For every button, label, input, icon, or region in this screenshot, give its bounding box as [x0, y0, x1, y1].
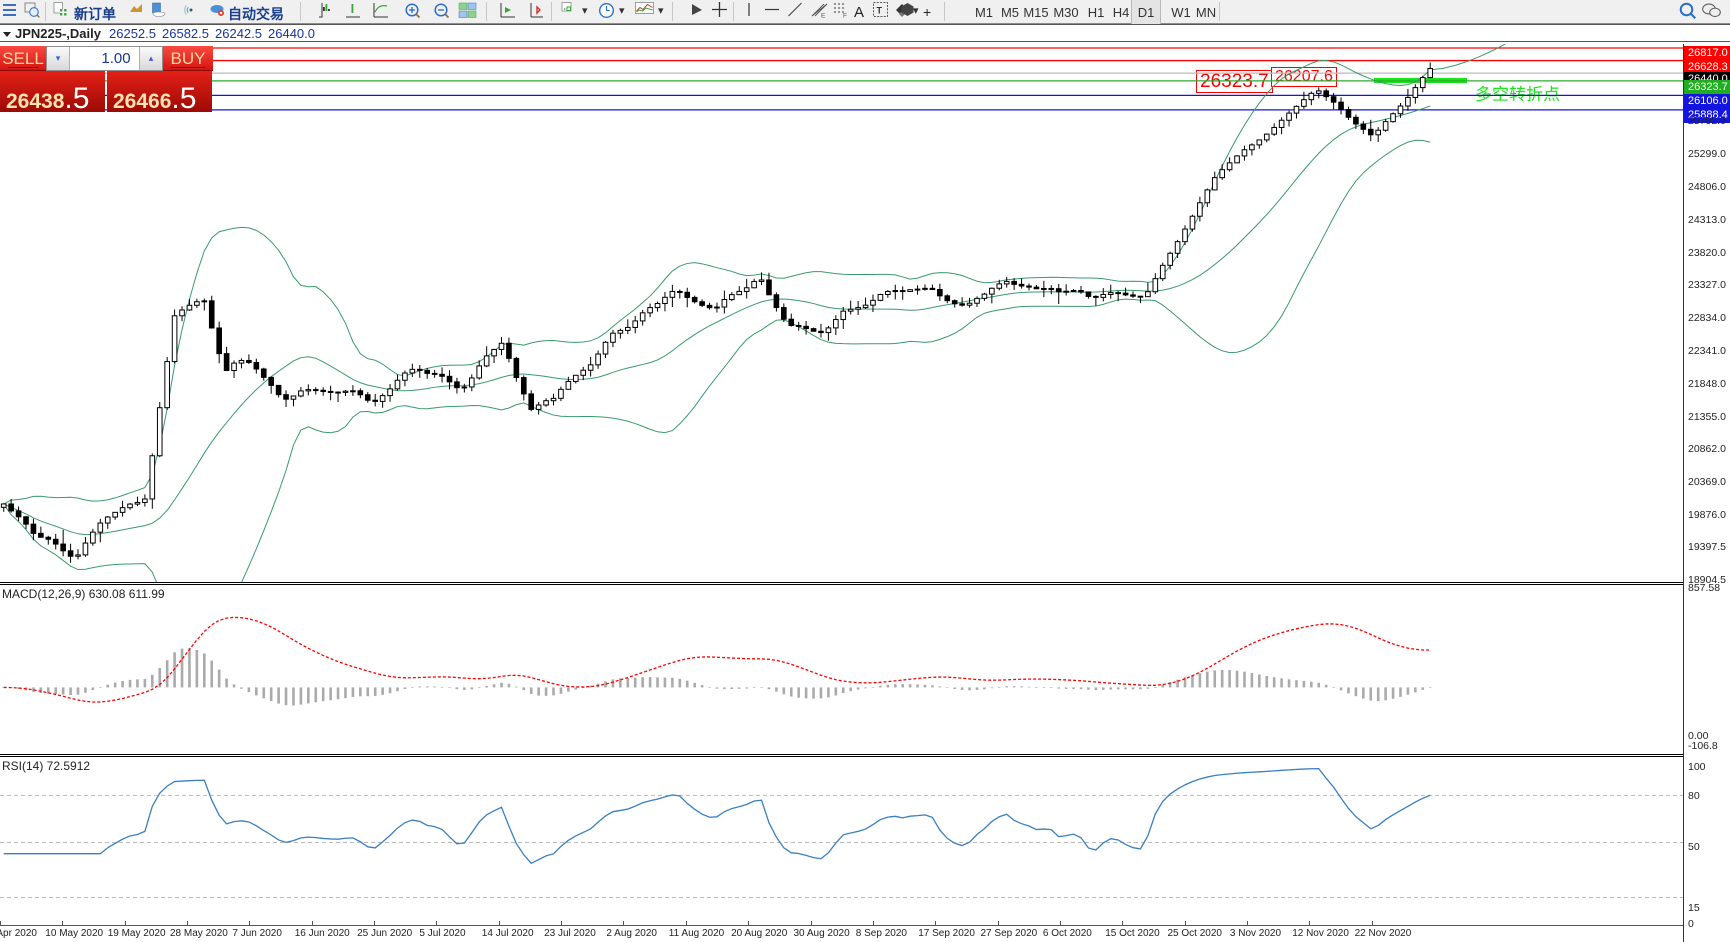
svg-text:F: F: [843, 13, 847, 19]
svg-text:E: E: [821, 13, 826, 19]
svg-text:T: T: [877, 6, 883, 16]
